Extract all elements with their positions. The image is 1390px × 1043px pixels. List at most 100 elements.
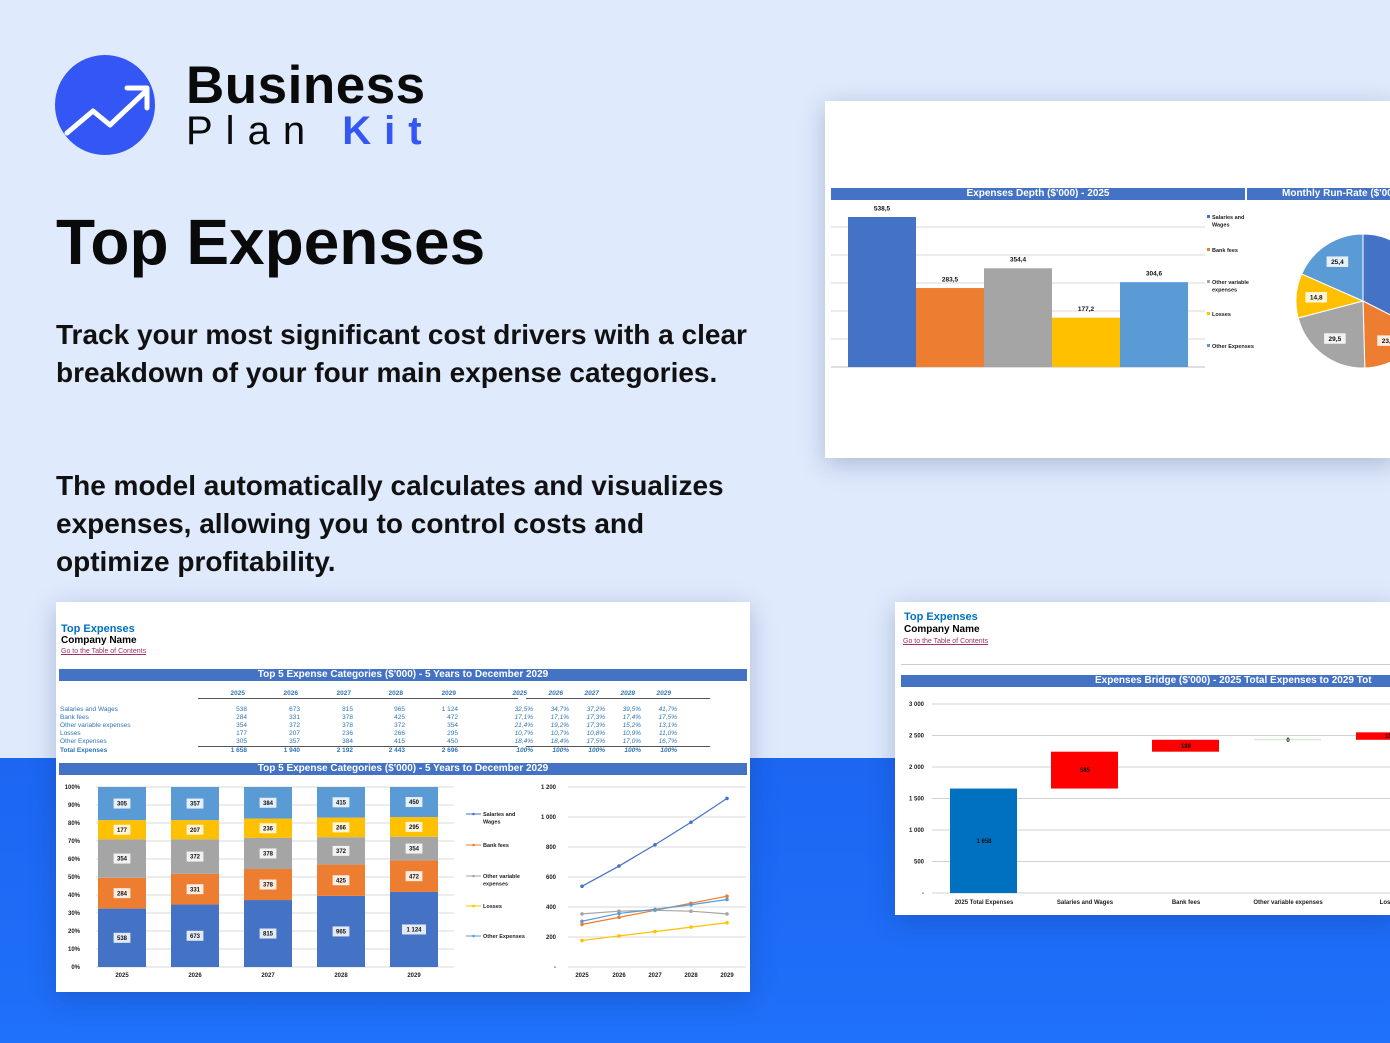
company-name: Company Name: [904, 624, 980, 635]
line-point: [725, 920, 729, 925]
row-value: 284: [236, 714, 247, 721]
row-value: 266: [394, 730, 405, 737]
segment-label-box: [113, 798, 131, 809]
x-tick-label: 2029: [407, 973, 421, 979]
legend-label: Other Expenses: [483, 934, 525, 940]
sheet-title: Top Expenses: [904, 611, 978, 623]
y-tick-label: 90%: [68, 803, 81, 809]
line-point: [580, 919, 584, 924]
pie-label: 25,4: [1331, 259, 1344, 266]
total-value: 1 658: [230, 747, 247, 754]
legend-marker: [1207, 312, 1210, 315]
row-value: 1 124: [441, 706, 458, 713]
y-tick-label: 3 000: [909, 702, 925, 708]
page-title: Top Expenses: [56, 206, 486, 278]
line-point: [653, 842, 657, 847]
y-tick-label: 1 200: [541, 785, 557, 791]
segment-label: 538: [117, 936, 128, 942]
legend-marker: [1207, 344, 1210, 347]
total-label: Total Expenses: [60, 747, 108, 754]
y-tick-label: 40%: [68, 893, 81, 899]
legend-marker: [472, 934, 475, 938]
row-pct: 18,4%: [514, 738, 533, 745]
row-pct: 19,2%: [550, 722, 569, 729]
x-tick-label: 2026: [612, 973, 626, 979]
legend-marker: [472, 904, 475, 908]
row-pct: 10,8%: [586, 730, 605, 737]
year-header: 2026: [283, 690, 298, 697]
row-label: Other Expenses: [60, 738, 107, 745]
pie-label-box: [1324, 333, 1346, 344]
x-tick-label: 2028: [684, 973, 698, 979]
y-tick-label: 10%: [68, 947, 81, 953]
pie-label: 14,8: [1310, 295, 1323, 302]
line-point: [580, 922, 584, 927]
segment-label-box: [402, 924, 426, 935]
segment-label: 295: [409, 825, 420, 831]
line-point: [617, 934, 621, 938]
line-point: [689, 925, 693, 929]
legend-marker: [1207, 280, 1210, 283]
year-header-pct: 2026: [548, 690, 563, 697]
trend-arrow-icon: [55, 55, 155, 155]
row-value: 207: [289, 730, 300, 737]
bridge-label: 585: [1080, 768, 1091, 774]
row-label: Salaries and Wages: [60, 706, 118, 713]
segment-label-box: [405, 821, 423, 832]
year-header: 2027: [336, 690, 351, 697]
segment-label: 815: [263, 932, 274, 938]
legend-label: Other variable: [1212, 280, 1249, 286]
row-value: 236: [342, 730, 353, 737]
total-pct: 100%: [516, 747, 533, 754]
legend-label: Losses: [1212, 312, 1231, 318]
row-pct: 10,7%: [514, 730, 533, 737]
row-label: Bank fees: [60, 714, 89, 721]
y-tick-label: 30%: [68, 911, 81, 917]
row-value: 354: [236, 722, 247, 729]
segment-label: 450: [409, 800, 420, 806]
toc-link[interactable]: Go to the Table of Contents: [903, 638, 989, 645]
row-pct: 17,3%: [586, 714, 605, 721]
row-value: 372: [394, 722, 405, 729]
header-rule-pct: [526, 698, 710, 699]
row-value: 384: [342, 738, 353, 745]
total-rule-pct: [526, 746, 710, 747]
year-header: 2025: [230, 690, 245, 697]
bar-label: 538,5: [874, 205, 891, 212]
legend-label: Bank fees: [1212, 248, 1238, 254]
y-tick-label: 1 000: [909, 828, 925, 834]
row-value: 357: [289, 738, 300, 745]
x-tick-label: 2027: [261, 973, 275, 979]
stacked-and-line-charts: 0% 10% 20% 30% 40% 50% 60% 70% 80% 90% 100% 538 284 3…: [65, 785, 746, 979]
line-point: [617, 911, 621, 916]
segment-label-box: [332, 845, 350, 856]
row-pct: 10,7%: [550, 730, 569, 737]
toc-link[interactable]: Go to the Table of Contents: [61, 648, 147, 655]
legend-marker: [472, 843, 475, 847]
segment-label: 472: [409, 874, 420, 880]
total-value: 2 192: [336, 747, 353, 754]
row-pct: 10,9%: [622, 730, 641, 737]
row-pct: 39,5%: [622, 706, 641, 713]
x-tick-label: 2026: [188, 973, 202, 979]
segment-label-box: [186, 798, 204, 809]
legend-label: Other variable: [483, 874, 520, 880]
segment-label: 177: [117, 828, 128, 834]
line-point: [689, 820, 693, 825]
x-tick-label: 2028: [334, 973, 348, 979]
y-tick-label: 70%: [68, 839, 81, 845]
year-header-pct: 2027: [584, 690, 599, 697]
row-pct: 17,3%: [586, 722, 605, 729]
total-value: 1 940: [283, 747, 300, 754]
row-pct: 17,5%: [586, 738, 605, 745]
line-point: [580, 912, 584, 916]
row-value: 378: [342, 714, 353, 721]
segment-label: 378: [263, 883, 274, 889]
line-point: [653, 929, 657, 934]
row-pct: 37,2%: [586, 706, 605, 713]
bar-label: 304,6: [1146, 270, 1163, 277]
year-header-pct: 2028: [620, 690, 635, 697]
chart-header: Top 5 Expense Categories ($'000) - 5 Yea…: [59, 763, 747, 775]
segment-label-box: [186, 824, 204, 835]
total-rule: [198, 746, 518, 747]
